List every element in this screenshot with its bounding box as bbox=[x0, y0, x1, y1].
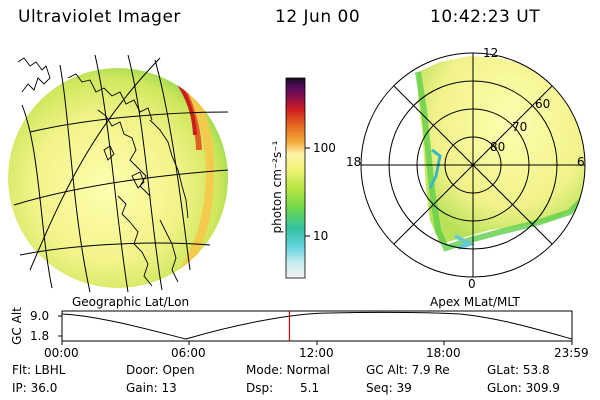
polar-plot bbox=[360, 52, 586, 278]
info-seq: Seq: 39 bbox=[366, 381, 412, 395]
colorbar bbox=[285, 77, 310, 279]
info-door: Door: Open bbox=[126, 363, 195, 377]
colorbar-unit-label: photon cm⁻²s⁻¹ bbox=[270, 140, 284, 234]
info-gain: Gain: 13 bbox=[126, 381, 177, 395]
mlt-label-6: 6 bbox=[577, 155, 585, 169]
orbit-xtick-2359: 23:59 bbox=[554, 346, 589, 360]
geographic-caption: Geographic Lat/Lon bbox=[72, 295, 190, 309]
mlt-label-0: 0 bbox=[468, 277, 476, 291]
mlat-label-80: 80 bbox=[490, 140, 506, 154]
orbit-xtick-1200: 12:00 bbox=[299, 346, 334, 360]
orbit-xtick-0000: 00:00 bbox=[44, 346, 79, 360]
app-title: Ultraviolet Imager bbox=[18, 7, 181, 27]
colorbar-tick-100: 100 bbox=[313, 141, 336, 155]
globe-image bbox=[8, 54, 229, 293]
info-filter: Flt: LBHL bbox=[12, 363, 66, 377]
info-dsp-label: Dsp: bbox=[246, 381, 274, 395]
info-mode: Mode: Normal bbox=[246, 363, 330, 377]
orbit-y-label: GC Alt bbox=[10, 307, 24, 345]
mlt-label-18: 18 bbox=[346, 155, 362, 169]
info-glat: GLat: 53.8 bbox=[487, 363, 550, 377]
info-glon: GLon: 309.9 bbox=[487, 381, 560, 395]
orbit-xtick-0600: 06:00 bbox=[171, 346, 206, 360]
info-gc-alt: GC Alt: 7.9 Re bbox=[366, 363, 450, 377]
orbit-xtick-1800: 18:00 bbox=[426, 346, 461, 360]
date-label: 12 Jun 00 bbox=[275, 7, 361, 27]
mlt-label-12: 12 bbox=[483, 46, 499, 60]
orbit-ytick-high: 9.0 bbox=[30, 309, 50, 323]
orbit-ytick-low: 1.8 bbox=[30, 329, 50, 343]
apex-caption: Apex MLat/MLT bbox=[430, 295, 520, 309]
info-ip: IP: 36.0 bbox=[12, 381, 58, 395]
time-label: 10:42:23 UT bbox=[430, 7, 541, 27]
orbit-plot bbox=[58, 310, 573, 345]
info-dsp-value: 5.1 bbox=[300, 381, 320, 395]
colorbar-tick-10: 10 bbox=[313, 229, 329, 243]
mlat-label-70: 70 bbox=[512, 120, 528, 134]
mlat-label-60: 60 bbox=[535, 97, 551, 111]
